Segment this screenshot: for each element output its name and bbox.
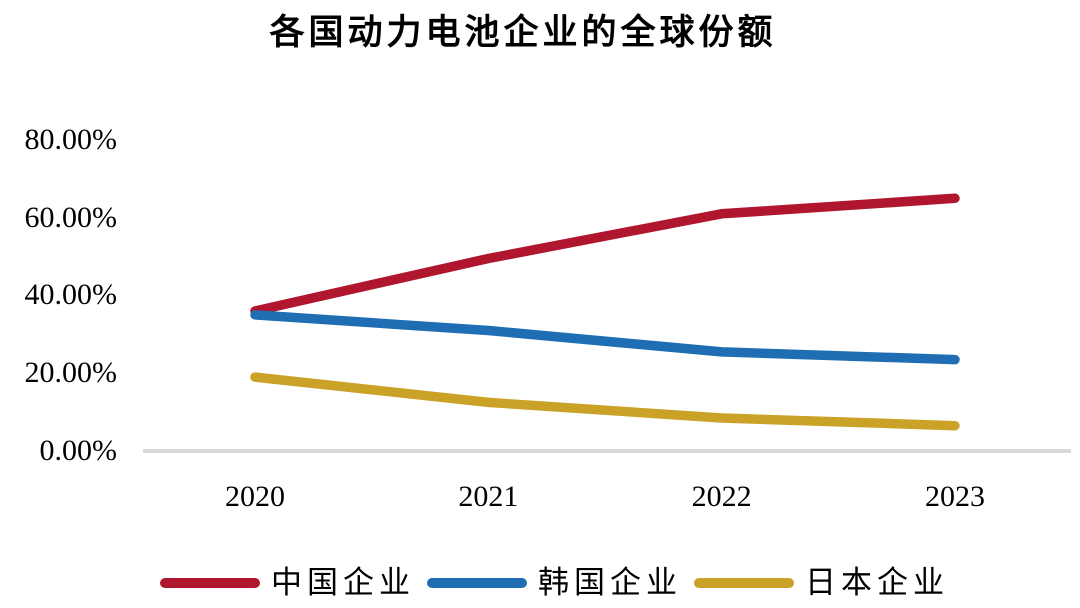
y-tick-label: 40.00% (24, 278, 118, 312)
series-line-2 (250, 372, 960, 431)
x-tick-label: 2023 (924, 480, 985, 513)
legend-label: 韩国企业 (538, 565, 682, 600)
y-tick-label: 20.00% (24, 356, 118, 390)
legend: 中国企业 韩国企业 日本企业 (160, 565, 949, 601)
series-line-0 (250, 193, 960, 316)
legend-item-2: 日本企业 (694, 565, 949, 601)
legend-label: 中国企业 (271, 565, 415, 600)
legend-swatch-icon (694, 578, 794, 588)
legend-item-0: 中国企业 (160, 565, 415, 601)
series-line-1 (250, 310, 960, 365)
legend-swatch-icon (427, 578, 527, 588)
y-tick-label: 80.00% (24, 122, 118, 156)
y-tick-label: 0.00% (39, 434, 118, 467)
legend-label: 日本企业 (805, 565, 949, 600)
chart-title: 各国动力电池企业的全球份额 (269, 13, 777, 52)
y-tick-label: 60.00% (24, 200, 118, 234)
legend-swatch-icon (160, 578, 260, 588)
legend-item-1: 韩国企业 (427, 565, 682, 601)
x-tick-label: 2021 (458, 480, 519, 513)
x-tick-label: 2022 (691, 480, 752, 513)
x-tick-label: 2020 (225, 480, 285, 513)
